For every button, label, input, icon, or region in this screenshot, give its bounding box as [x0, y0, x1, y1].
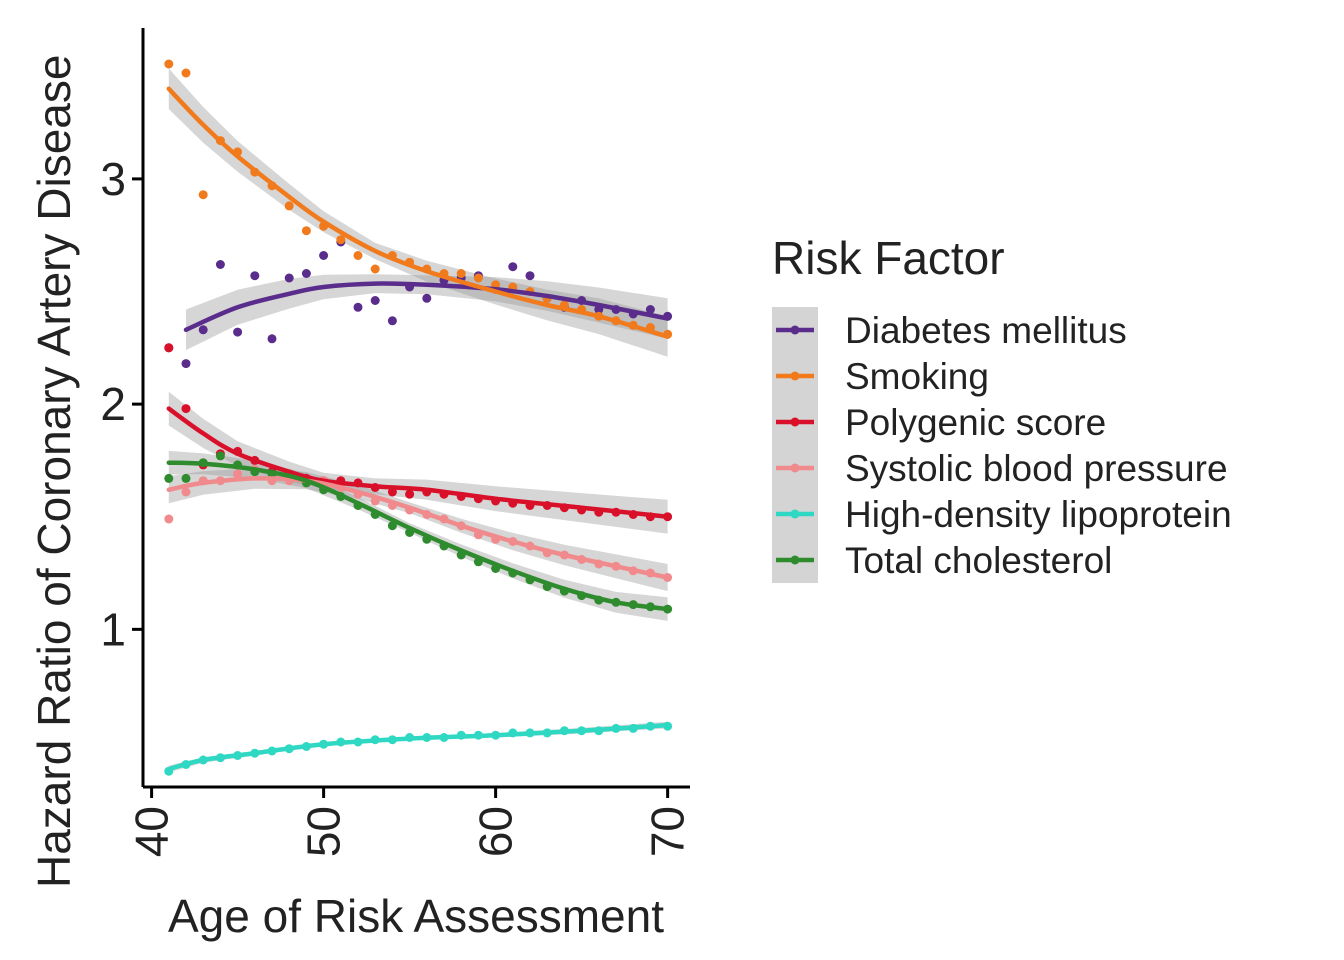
plot-area	[164, 59, 673, 776]
point-diabetes-mellitus	[525, 271, 535, 281]
legend-label-polygenic-score: Polygenic score	[845, 402, 1106, 443]
band-polygenic-score	[168, 391, 668, 534]
legend-items: Diabetes mellitus Smoking Polygenic score S…	[776, 310, 1232, 581]
legend-point-polygenic-score	[790, 417, 800, 427]
x-tick-label: 70	[642, 806, 694, 857]
band-diabetes-mellitus	[186, 274, 668, 351]
axes: 1 2 3 40 50 60 70	[100, 28, 694, 857]
point-smoking	[181, 68, 191, 78]
legend-label-high-density-lipoprotein: High-density lipoprotein	[845, 494, 1232, 535]
y-tick-label: 1	[100, 603, 126, 655]
legend-point-systolic-blood-pressure	[790, 463, 800, 473]
x-tick-label: 60	[470, 806, 522, 857]
point-systolic-blood-pressure	[233, 469, 243, 479]
legend: Risk Factor Diabetes mellitus Smoking Poly…	[772, 232, 1232, 583]
y-ticks: 1 2 3	[100, 153, 143, 655]
confidence-bands	[168, 68, 668, 773]
point-diabetes-mellitus	[422, 293, 432, 303]
x-ticks: 40 50 60 70	[126, 787, 694, 857]
point-diabetes-mellitus	[508, 262, 518, 272]
point-diabetes-mellitus	[319, 251, 329, 260]
x-tick-label: 50	[298, 806, 350, 857]
legend-label-total-cholesterol: Total cholesterol	[845, 540, 1112, 581]
point-total-cholesterol	[215, 451, 225, 461]
point-diabetes-mellitus	[198, 325, 208, 335]
band-total-cholesterol	[168, 450, 668, 621]
point-smoking	[301, 226, 311, 236]
point-smoking	[336, 235, 346, 245]
point-smoking	[164, 59, 174, 69]
point-diabetes-mellitus	[233, 327, 243, 337]
legend-label-diabetes-mellitus: Diabetes mellitus	[845, 310, 1127, 351]
legend-point-high-density-lipoprotein	[790, 509, 800, 519]
point-diabetes-mellitus	[301, 269, 311, 278]
fit-line-high-density-lipoprotein	[166, 722, 670, 772]
legend-label-smoking: Smoking	[845, 356, 989, 397]
legend-key-background	[772, 307, 818, 583]
fit-line-diabetes-mellitus	[183, 281, 670, 333]
point-diabetes-mellitus	[215, 260, 225, 269]
y-tick-label: 3	[100, 153, 126, 205]
point-diabetes-mellitus	[387, 316, 397, 326]
fit-line-total-cholesterol	[166, 460, 670, 612]
point-polygenic-score	[405, 489, 415, 499]
point-systolic-blood-pressure	[181, 487, 191, 497]
fit-lines	[166, 86, 670, 772]
point-systolic-blood-pressure	[164, 514, 174, 524]
x-axis-label: Age of Risk Assessment	[168, 890, 664, 942]
point-smoking	[198, 190, 208, 200]
legend-point-smoking	[790, 371, 800, 381]
point-diabetes-mellitus	[353, 302, 363, 312]
point-diabetes-mellitus	[267, 334, 277, 344]
y-tick-label: 2	[100, 378, 126, 430]
fit-line-smoking	[166, 86, 670, 339]
legend-label-systolic-blood-pressure: Systolic blood pressure	[845, 448, 1228, 489]
x-tick-label: 40	[126, 806, 178, 857]
point-total-cholesterol	[387, 521, 397, 531]
fit-line-systolic-blood-pressure	[166, 476, 670, 580]
point-total-cholesterol	[181, 473, 191, 483]
y-axis-label: Hazard Ratio of Coronary Artery Disease	[28, 55, 80, 888]
point-diabetes-mellitus	[284, 273, 294, 283]
legend-point-diabetes-mellitus	[790, 325, 800, 335]
fit-line-polygenic-score	[166, 406, 670, 519]
point-diabetes-mellitus	[645, 305, 655, 314]
legend-title: Risk Factor	[772, 232, 1005, 284]
point-smoking	[473, 273, 483, 283]
point-diabetes-mellitus	[181, 359, 191, 369]
point-total-cholesterol	[164, 473, 174, 483]
point-diabetes-mellitus	[370, 296, 380, 305]
point-smoking	[456, 269, 466, 278]
point-smoking	[353, 251, 363, 260]
band-smoking	[168, 68, 668, 357]
legend-point-total-cholesterol	[790, 555, 800, 565]
point-polygenic-score	[181, 404, 191, 414]
point-smoking	[370, 264, 380, 274]
point-polygenic-score	[164, 343, 174, 353]
point-smoking	[284, 201, 294, 211]
point-diabetes-mellitus	[250, 271, 260, 281]
